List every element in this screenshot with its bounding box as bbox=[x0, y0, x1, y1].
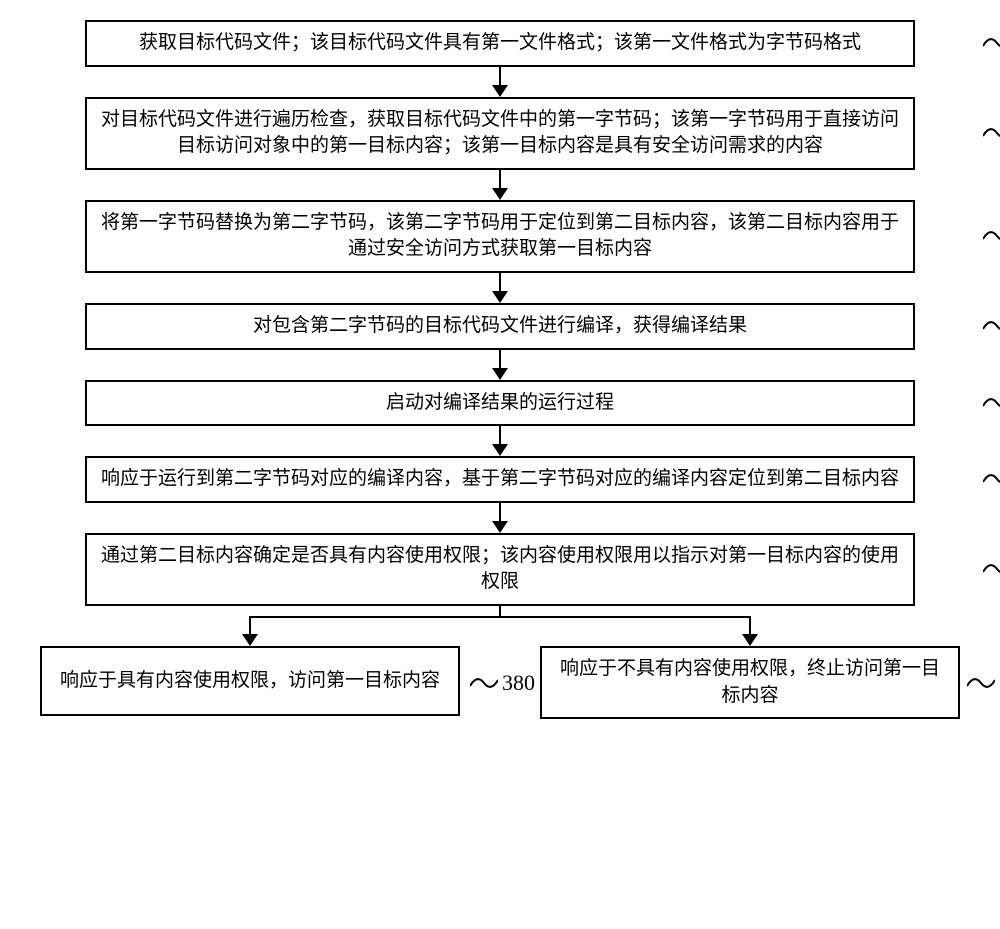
step-text: 启动对编译结果的运行过程 bbox=[386, 390, 614, 417]
arrow-down bbox=[492, 170, 508, 200]
branch-390: 响应于不具有内容使用权限，终止访问第一目标内容 390 bbox=[540, 646, 960, 719]
step-text: 将第一字节码替换为第二字节码，该第二字节码用于定位到第二目标内容，该第二目标内容… bbox=[101, 210, 899, 263]
connector-curve bbox=[983, 560, 1000, 578]
step-box: 获取目标代码文件；该目标代码文件具有第一文件格式；该第一文件格式为字节码格式 bbox=[85, 20, 915, 67]
connector-curve bbox=[983, 34, 1000, 52]
step-320: 对目标代码文件进行遍历检查，获取目标代码文件中的第一字节码；该第一字节码用于直接… bbox=[20, 97, 980, 170]
step-label: 360 bbox=[983, 466, 1000, 492]
connector-curve bbox=[983, 470, 1000, 488]
branch-box: 响应于具有内容使用权限，访问第一目标内容 bbox=[40, 646, 460, 716]
step-box: 响应于运行到第二字节码对应的编译内容，基于第二字节码对应的编译内容定位到第二目标… bbox=[85, 456, 915, 503]
step-text: 响应于运行到第二字节码对应的编译内容，基于第二字节码对应的编译内容定位到第二目标… bbox=[101, 466, 899, 493]
branch-row: 响应于具有内容使用权限，访问第一目标内容 380 响应于不具有内容使用权限，终止… bbox=[40, 646, 960, 719]
step-text: 对包含第二字节码的目标代码文件进行编译，获得编译结果 bbox=[253, 313, 747, 340]
step-330: 将第一字节码替换为第二字节码，该第二字节码用于定位到第二目标内容，该第二目标内容… bbox=[20, 200, 980, 273]
step-label: 310 bbox=[983, 30, 1000, 56]
step-box: 通过第二目标内容确定是否具有内容使用权限；该内容使用权限用以指示对第一目标内容的… bbox=[85, 533, 915, 606]
flowchart-container: 获取目标代码文件；该目标代码文件具有第一文件格式；该第一文件格式为字节码格式 3… bbox=[20, 20, 980, 719]
branch-380: 响应于具有内容使用权限，访问第一目标内容 380 bbox=[40, 646, 460, 719]
connector-curve bbox=[470, 674, 498, 692]
step-370: 通过第二目标内容确定是否具有内容使用权限；该内容使用权限用以指示对第一目标内容的… bbox=[20, 533, 980, 606]
step-box: 对目标代码文件进行遍历检查，获取目标代码文件中的第一字节码；该第一字节码用于直接… bbox=[85, 97, 915, 170]
step-350: 启动对编译结果的运行过程 350 bbox=[20, 380, 980, 427]
step-label: 330 bbox=[983, 223, 1000, 249]
connector-curve bbox=[983, 317, 1000, 335]
connector-curve bbox=[983, 124, 1000, 142]
arrow-down bbox=[492, 426, 508, 456]
branch-label: 390 bbox=[967, 670, 1000, 696]
branch-text: 响应于具有内容使用权限，访问第一目标内容 bbox=[60, 668, 440, 695]
step-label: 320 bbox=[983, 120, 1000, 146]
branch-text: 响应于不具有内容使用权限，终止访问第一目标内容 bbox=[556, 656, 944, 709]
step-310: 获取目标代码文件；该目标代码文件具有第一文件格式；该第一文件格式为字节码格式 3… bbox=[20, 20, 980, 67]
step-text: 通过第二目标内容确定是否具有内容使用权限；该内容使用权限用以指示对第一目标内容的… bbox=[101, 543, 899, 596]
branch-connector bbox=[40, 606, 960, 646]
branch-id: 380 bbox=[502, 670, 535, 696]
connector-curve bbox=[983, 227, 1000, 245]
main-column: 获取目标代码文件；该目标代码文件具有第一文件格式；该第一文件格式为字节码格式 3… bbox=[20, 20, 980, 719]
step-text: 获取目标代码文件；该目标代码文件具有第一文件格式；该第一文件格式为字节码格式 bbox=[139, 30, 861, 57]
connector-curve bbox=[967, 674, 995, 692]
step-360: 响应于运行到第二字节码对应的编译内容，基于第二字节码对应的编译内容定位到第二目标… bbox=[20, 456, 980, 503]
step-label: 370 bbox=[983, 556, 1000, 582]
branch-label: 380 bbox=[470, 670, 535, 696]
step-340: 对包含第二字节码的目标代码文件进行编译，获得编译结果 340 bbox=[20, 303, 980, 350]
step-label: 350 bbox=[983, 390, 1000, 416]
arrow-down bbox=[492, 503, 508, 533]
step-box: 启动对编译结果的运行过程 bbox=[85, 380, 915, 427]
connector-curve bbox=[983, 394, 1000, 412]
branch-box: 响应于不具有内容使用权限，终止访问第一目标内容 bbox=[540, 646, 960, 719]
arrow-down bbox=[492, 273, 508, 303]
step-text: 对目标代码文件进行遍历检查，获取目标代码文件中的第一字节码；该第一字节码用于直接… bbox=[101, 107, 899, 160]
arrow-down bbox=[492, 350, 508, 380]
step-box: 将第一字节码替换为第二字节码，该第二字节码用于定位到第二目标内容，该第二目标内容… bbox=[85, 200, 915, 273]
step-box: 对包含第二字节码的目标代码文件进行编译，获得编译结果 bbox=[85, 303, 915, 350]
arrow-down bbox=[492, 67, 508, 97]
step-label: 340 bbox=[983, 313, 1000, 339]
